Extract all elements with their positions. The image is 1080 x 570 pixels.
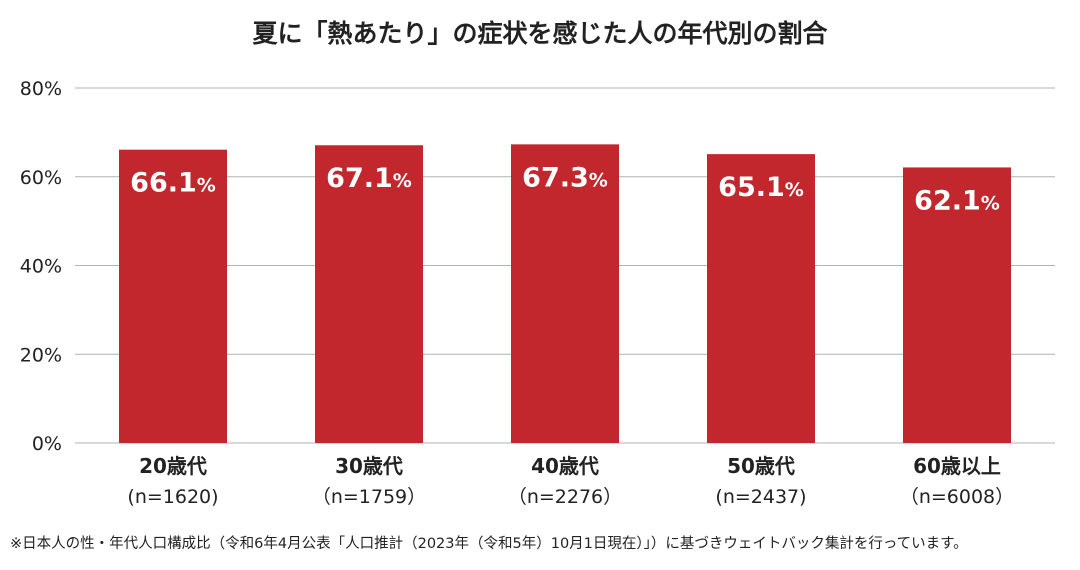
x-category-label: 20歳代 bbox=[139, 454, 207, 478]
x-sample-size-label: (n=2437) bbox=[715, 486, 806, 508]
y-tick-label: 80% bbox=[20, 78, 62, 100]
x-category-label: 50歳代 bbox=[727, 454, 795, 478]
x-sample-size-label: （n=2276） bbox=[508, 486, 622, 508]
y-tick-label: 20% bbox=[20, 344, 62, 366]
bar bbox=[511, 144, 619, 443]
footnote: ※日本人の性・年代人口構成比（令和6年4月公表「人口推計（2023年（令和5年）… bbox=[10, 536, 968, 552]
x-category-label: 60歳以上 bbox=[913, 454, 1001, 478]
value-labels: 66.1% 67.1% 67.3% 65.1% 62.1% bbox=[130, 162, 1000, 216]
chart-title: 夏に「熱あたり」の症状を感じた人の年代別の割合 bbox=[252, 19, 828, 48]
x-sample-size-label: （n=6008） bbox=[900, 486, 1014, 508]
bar-value-label: 67.1% bbox=[326, 163, 412, 194]
bar-value-label: 66.1% bbox=[130, 168, 216, 199]
bar-value-label: 65.1% bbox=[718, 172, 804, 203]
bar bbox=[315, 145, 423, 443]
x-axis-ticks: 20歳代 (n=1620) 30歳代 （n=1759） 40歳代 （n=2276） 50歳代… bbox=[127, 454, 1014, 508]
y-tick-label: 0% bbox=[32, 433, 62, 455]
x-sample-size-label: （n=1759） bbox=[312, 486, 426, 508]
y-tick-label: 60% bbox=[20, 167, 62, 189]
y-tick-label: 40% bbox=[20, 256, 62, 278]
bar bbox=[707, 154, 815, 443]
bar-value-label: 67.3% bbox=[522, 162, 608, 193]
x-category-label: 30歳代 bbox=[335, 454, 403, 478]
x-sample-size-label: (n=1620) bbox=[127, 486, 218, 508]
y-axis-ticks: 0% 20% 40% 60% 80% bbox=[20, 78, 62, 455]
x-category-label: 40歳代 bbox=[531, 454, 599, 478]
bars bbox=[119, 144, 1011, 443]
bar bbox=[119, 149, 227, 443]
bar bbox=[903, 167, 1011, 443]
bar-value-label: 62.1% bbox=[914, 185, 1000, 216]
